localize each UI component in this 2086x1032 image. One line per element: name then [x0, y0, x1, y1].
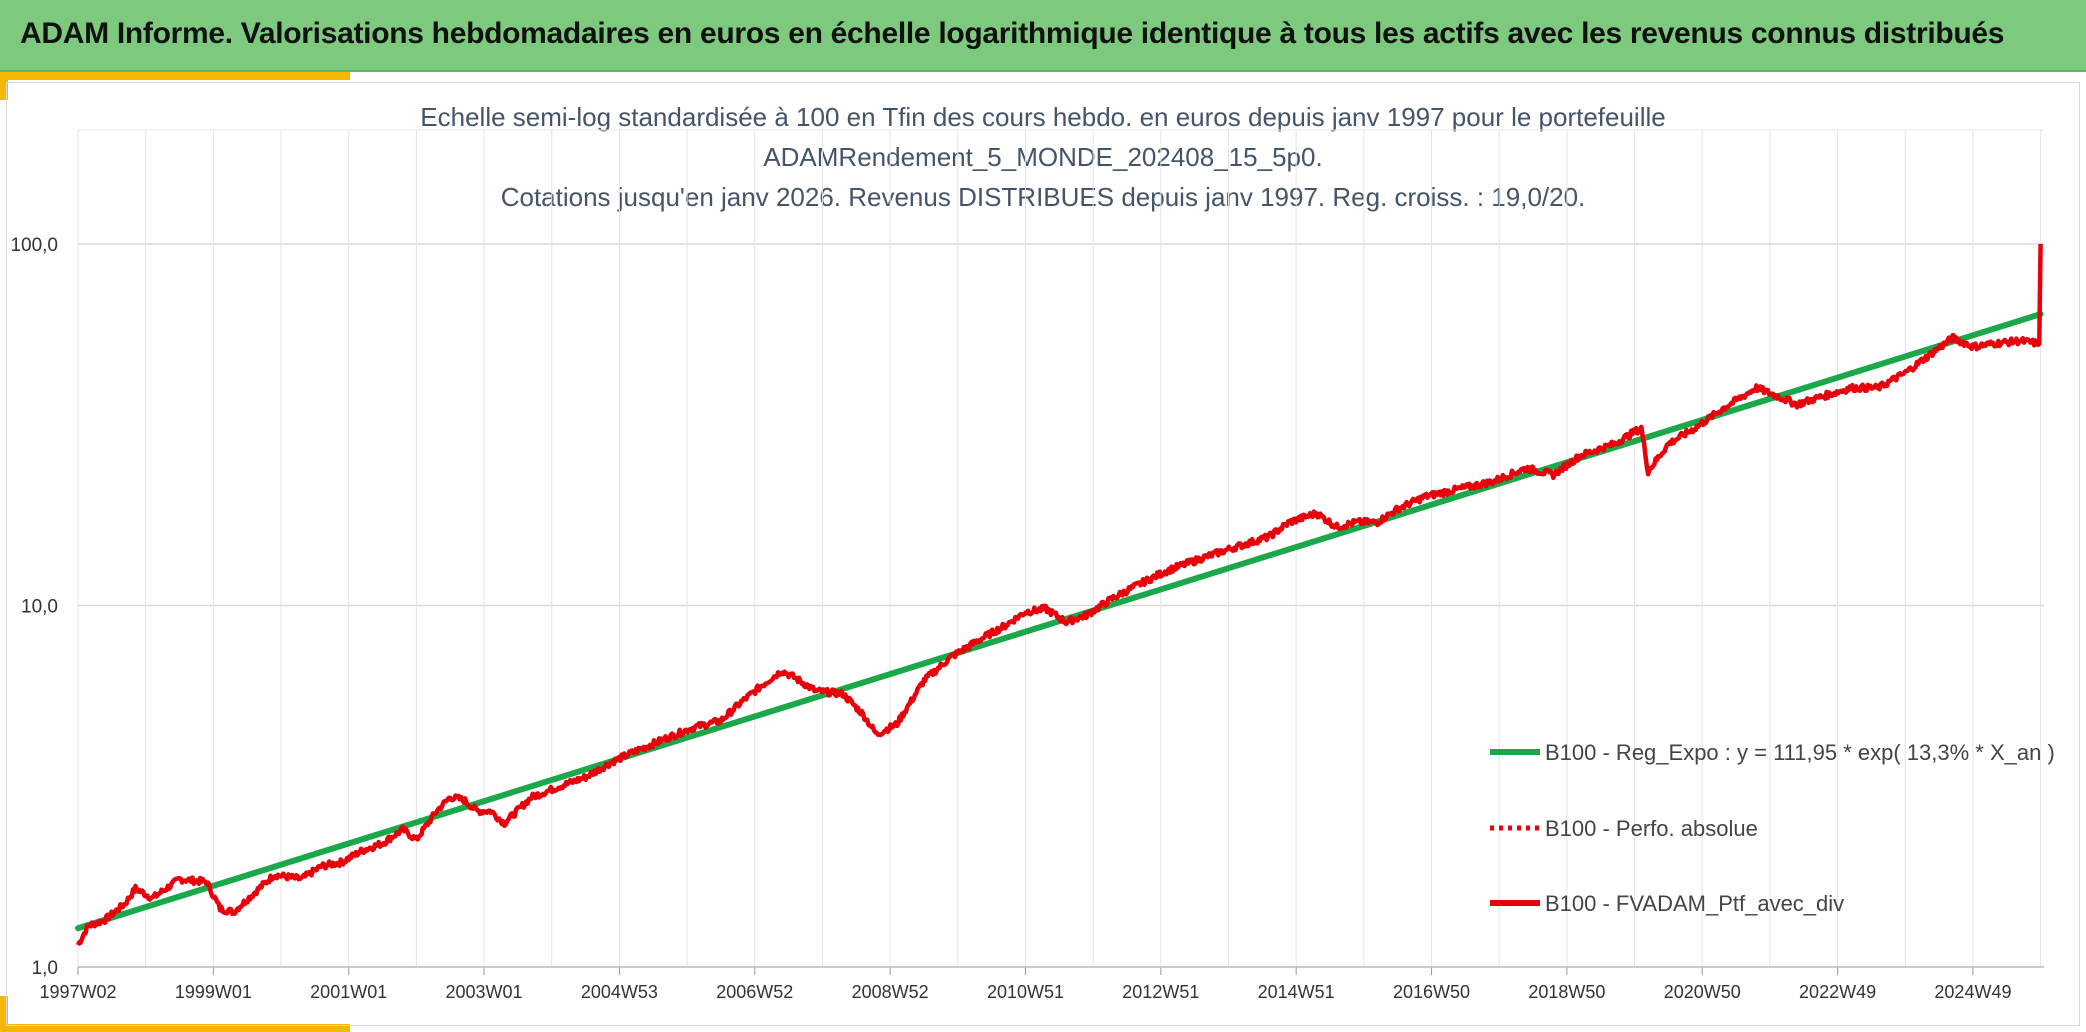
x-tick-label: 2008W52 — [852, 982, 929, 1002]
y-tick-label: 10,0 — [21, 597, 58, 618]
x-tick-label: 2016W50 — [1393, 982, 1470, 1002]
legend-label: B100 - FVADAM_Ptf_avec_div — [1545, 891, 1844, 916]
chart-frame — [6, 82, 2080, 1026]
x-tick-label: 2018W50 — [1528, 982, 1605, 1002]
x-tick-label: 2022W49 — [1799, 982, 1876, 1002]
x-tick-label: 1999W01 — [175, 982, 252, 1002]
x-tick-label: 2003W01 — [446, 982, 523, 1002]
x-tick-label: 2004W53 — [581, 982, 658, 1002]
x-tick-label: 2014W51 — [1258, 982, 1335, 1002]
header-bar: ADAM Informe. Valorisations hebdomadaire… — [0, 0, 2086, 72]
x-tick-label: 2010W51 — [987, 982, 1064, 1002]
y-tick-label: 100,0 — [10, 235, 58, 256]
x-tick-label: 2006W52 — [716, 982, 793, 1002]
legend-label: B100 - Perfo. absolue — [1545, 816, 1758, 841]
x-tick-label: 2001W01 — [310, 982, 387, 1002]
legend-label: B100 - Reg_Expo : y = 111,95 * exp( 13,3… — [1545, 740, 2055, 765]
accent-top-left-vertical — [0, 72, 8, 100]
x-tick-label: 2020W50 — [1664, 982, 1741, 1002]
chart-title-line-1: Echelle semi-log standardisée à 100 en T… — [420, 102, 1666, 132]
y-tick-label: 1,0 — [32, 958, 58, 979]
x-tick-label: 1997W02 — [39, 982, 116, 1002]
legend: B100 - Reg_Expo : y = 111,95 * exp( 13,3… — [1490, 740, 2055, 916]
accent-top-left — [0, 72, 350, 80]
portfolio-line — [75, 243, 2043, 947]
chart-title-line-2: ADAMRendement_5_MONDE_202408_15_5p0. — [763, 142, 1323, 172]
chart-title-line-3: Cotations jusqu'en janv 2026. Revenus DI… — [500, 182, 1586, 212]
x-tick-label: 2012W51 — [1122, 982, 1199, 1002]
series-lines — [75, 243, 2044, 947]
x-tick-label: 2024W49 — [1934, 982, 2011, 1002]
accent-bottom-left — [0, 1024, 350, 1032]
accent-bottom-left-vertical — [0, 996, 8, 1032]
page-title: ADAM Informe. Valorisations hebdomadaire… — [20, 17, 2005, 50]
grid-lines — [77, 129, 2044, 968]
axes: 100,0 10,0 1,0 1997W02 1999W01 2001W01 2003W01… — [10, 235, 2044, 1002]
